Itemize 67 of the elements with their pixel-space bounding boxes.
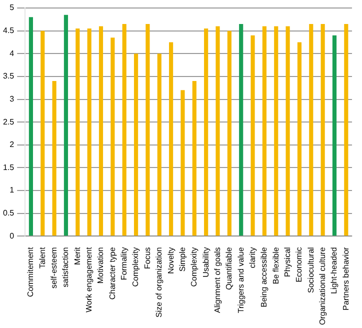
x-tick-label: Complexity (131, 247, 140, 287)
bar (52, 81, 56, 236)
bar (110, 38, 115, 236)
y-tick-label: 1 (10, 186, 15, 195)
x-tick-label: Sociocultural (306, 246, 316, 293)
x-tick-label: Novelty (166, 247, 176, 274)
y-tick-label: 5 (10, 3, 15, 12)
y-tick-label: 0.5 (2, 208, 15, 218)
x-tick-label: Focus (142, 247, 152, 269)
x-tick-label: Character type (108, 246, 117, 300)
x-tick-label: Light-headed (330, 247, 339, 294)
bar (286, 26, 290, 236)
x-tick-label: satisfaction (61, 247, 70, 288)
bar (180, 90, 185, 236)
x-tick-label: self-esteem (50, 246, 59, 289)
x-tick-label: Economic (294, 247, 304, 282)
bar (40, 30, 45, 236)
bar (76, 28, 80, 236)
bar (227, 30, 232, 236)
bar (157, 54, 162, 236)
bar (332, 35, 337, 236)
bar (250, 35, 255, 236)
x-tick-label: Partners behavior (341, 246, 350, 310)
x-tick-label: Complexity (190, 247, 199, 287)
y-tick-label: 0 (10, 231, 15, 240)
y-tick-label: 3 (10, 94, 15, 104)
x-tick-label: Quantifiable (224, 246, 234, 290)
bar (274, 26, 278, 236)
bar (192, 81, 196, 236)
bar (344, 24, 348, 236)
x-tick-label: Size of organization (154, 247, 164, 318)
x-tick-label: Talent (38, 246, 47, 269)
x-tick-label: Triggers and value (236, 246, 246, 314)
x-tick-label: Motivation (96, 247, 106, 284)
bar (146, 24, 150, 236)
y-tick-label: 2 (10, 140, 15, 150)
bar (122, 24, 126, 236)
x-tick-label: Be flexible (271, 246, 280, 284)
x-tick-label: Usability (201, 247, 210, 278)
y-tick-label: 2.5 (2, 117, 15, 126)
bar (297, 42, 302, 236)
bar (239, 24, 244, 236)
x-tick-label: Work engagement (84, 246, 94, 312)
bar (216, 26, 220, 236)
bar (134, 54, 138, 236)
bar (262, 26, 266, 236)
bar (320, 24, 325, 236)
x-tick-label: Simple (178, 246, 187, 272)
x-tick-label: Merit (72, 246, 82, 265)
y-tick-label: 3.5 (2, 72, 15, 81)
bar (309, 24, 314, 236)
x-tick-label: clarity (248, 247, 257, 268)
bar (87, 28, 92, 236)
x-tick-label: Commitement (26, 246, 36, 297)
y-tick-label: 1.5 (2, 162, 15, 172)
x-tick-label: Alignment of goals (212, 247, 222, 314)
bar (204, 28, 208, 236)
bar (98, 26, 104, 236)
bar (169, 42, 174, 236)
y-tick-label: 4 (10, 48, 15, 58)
bar (64, 14, 68, 236)
bar (28, 17, 33, 236)
x-tick-label: Formality (120, 247, 129, 280)
x-tick-label: Physical (282, 246, 292, 277)
y-tick-label: 4.5 (2, 26, 15, 36)
x-tick-label: Being accessible (260, 246, 269, 308)
x-tick-label: Organizational culture (318, 246, 328, 326)
